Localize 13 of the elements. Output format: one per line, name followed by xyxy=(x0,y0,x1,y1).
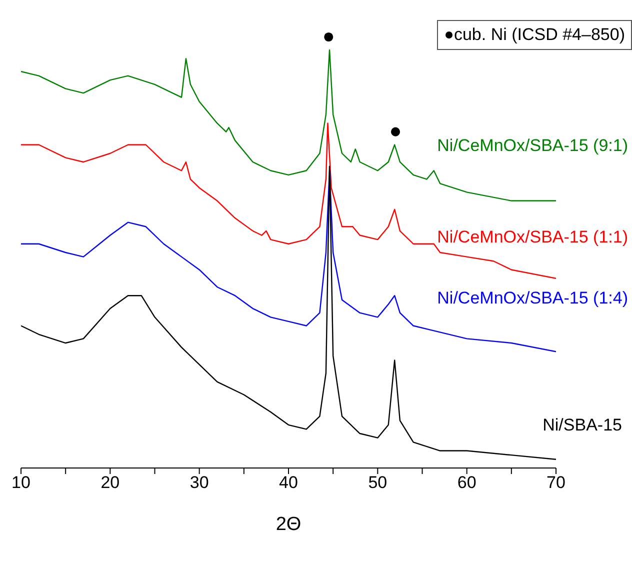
series-label: Ni/CeMnOx/SBA-15 (9:1) xyxy=(437,136,628,155)
legend-label: cub. Ni (ICSD #4–850) xyxy=(454,25,625,45)
x-tick-label: 30 xyxy=(190,473,209,492)
x-tick-label: 70 xyxy=(546,473,566,492)
x-tick-label: 20 xyxy=(100,473,120,492)
series-label: Ni/CeMnOx/SBA-15 (1:1) xyxy=(437,227,628,246)
x-tick-label: 50 xyxy=(368,473,388,492)
series-label: Ni/SBA-15 xyxy=(542,415,622,434)
x-tick-label: 40 xyxy=(279,473,298,492)
x-tick-label: 10 xyxy=(12,473,30,492)
series-label: Ni/CeMnOx/SBA-15 (1:4) xyxy=(437,288,628,308)
x-axis-title: 2Θ xyxy=(276,514,302,535)
x-tick-label: 60 xyxy=(457,473,476,492)
